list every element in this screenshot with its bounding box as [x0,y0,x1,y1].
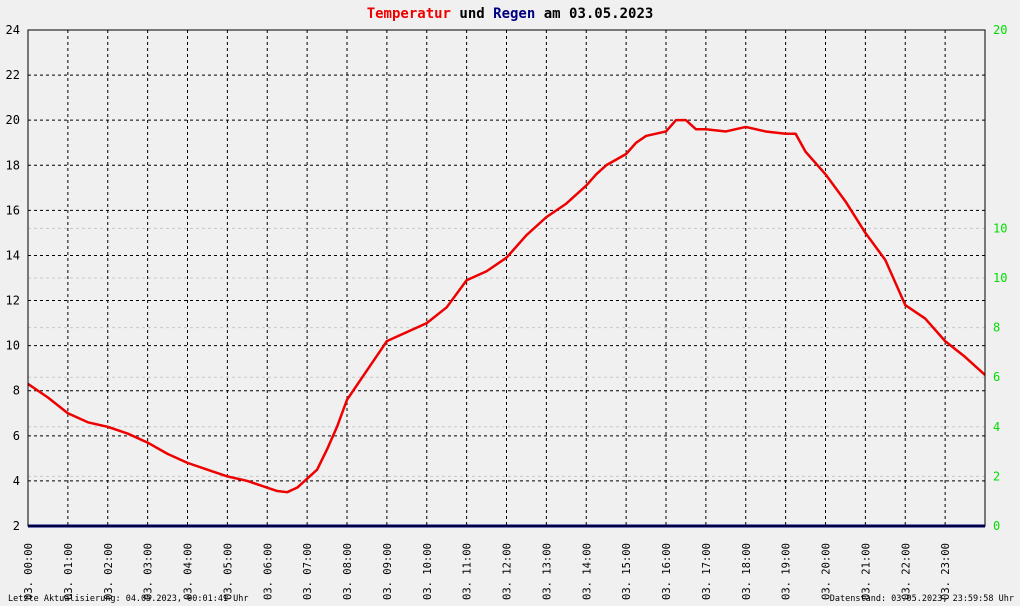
y-right-tick-label: 6 [993,370,1000,384]
x-tick-label: 03. 12:00 [502,543,514,600]
footer-data-status: Datenstand: 03.05.2023, 23:59:58 Uhr [830,594,1014,604]
y-left-tick-label: 14 [6,248,20,262]
title-part-3: am 03.05.2023 [535,6,653,22]
x-tick-label: 03. 20:00 [821,543,833,600]
y-right-tick-label: 10 [993,271,1007,285]
x-tick-label: 03. 06:00 [262,543,274,600]
y-left-tick-label: 8 [13,384,20,398]
chart-title: Temperatur und Regen am 03.05.2023 [367,6,654,22]
x-tick-label: 03. 00:00 [23,543,35,600]
x-tick-label: 03. 04:00 [183,543,195,600]
y-left-tick-label: 22 [6,68,20,82]
grid [28,30,985,526]
y-left-tick-label: 4 [13,474,20,488]
y-left-tick-label: 2 [13,519,20,533]
x-tick-label: 03. 01:00 [63,543,75,600]
x-tick-label: 03. 10:00 [422,543,434,600]
x-tick-label: 03. 15:00 [621,543,633,600]
x-tick-label: 03. 16:00 [661,543,673,600]
y-left-tick-label: 6 [13,429,20,443]
x-tick-label: 03. 08:00 [342,543,354,600]
x-tick-label: 03. 07:00 [302,543,314,600]
x-tick-label: 03. 17:00 [701,543,713,600]
y-right-tick-label: 10 [993,221,1007,235]
title-part-0: Temperatur [367,6,451,22]
x-tick-label: 03. 11:00 [462,543,474,600]
x-tick-label: 03. 05:00 [222,543,234,600]
x-tick-label: 03. 09:00 [382,543,394,600]
x-tick-label: 03. 03:00 [143,543,155,600]
title-part-2: Regen [493,6,535,22]
y-left-tick-label: 18 [6,158,20,172]
y-left-tick-label: 12 [6,294,20,308]
x-tick-label: 03. 18:00 [741,543,753,600]
x-tick-label: 03. 23:00 [940,543,952,600]
y-left-tick-label: 16 [6,203,20,217]
x-tick-label: 03. 19:00 [781,543,793,600]
x-tick-label: 03. 14:00 [581,543,593,600]
title-part-1: und [451,6,493,22]
y-left-tick-label: 24 [6,23,20,37]
x-axis: 03. 00:00 03. 01:00 03. 02:00 03. 03:00 03. … [23,543,952,600]
y-right-tick-label: 20 [993,23,1007,37]
x-tick-label: 03. 02:00 [103,543,115,600]
y-axis-right: 0 2 4 6 8 10 10 20 [993,23,1007,533]
y-left-tick-label: 10 [6,339,20,353]
x-tick-label: 03. 13:00 [541,543,553,600]
plot-frame [27,29,986,527]
x-tick-label: 03. 22:00 [900,543,912,600]
x-tick-label: 03. 21:00 [860,543,872,600]
y-left-tick-label: 20 [6,113,20,127]
temperature-series-line [27,118,986,494]
y-right-tick-label: 8 [993,321,1000,335]
footer-last-update: Letzte Aktualisierung: 04.05.2023, 00:01… [8,594,249,604]
y-right-tick-label: 4 [993,420,1000,434]
y-right-tick-label: 0 [993,519,1000,533]
y-right-tick-label: 2 [993,469,1000,483]
